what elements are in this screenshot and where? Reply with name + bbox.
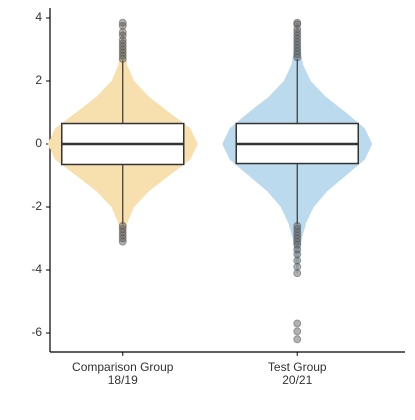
y-tick-label: -6 (31, 325, 42, 339)
x-tick-sublabel: 18/19 (108, 373, 138, 387)
outlier (293, 319, 302, 328)
y-tick-label: -4 (31, 262, 42, 276)
x-tick-label: Comparison Group (72, 360, 174, 374)
outlier (293, 335, 302, 344)
y-tick-label: 4 (35, 10, 42, 24)
outlier (118, 28, 127, 37)
x-tick-sublabel: 20/21 (282, 373, 312, 387)
outlier (118, 18, 127, 27)
outlier (293, 18, 302, 27)
outlier (293, 327, 302, 336)
y-tick-label: 0 (35, 136, 42, 150)
x-tick-label: Test Group (268, 360, 327, 374)
y-tick-label: 2 (35, 73, 42, 87)
outlier (293, 256, 302, 265)
y-tick-label: -2 (31, 199, 42, 213)
outlier (293, 250, 302, 259)
outlier (293, 269, 302, 278)
outlier (118, 237, 127, 246)
outlier (293, 262, 302, 271)
